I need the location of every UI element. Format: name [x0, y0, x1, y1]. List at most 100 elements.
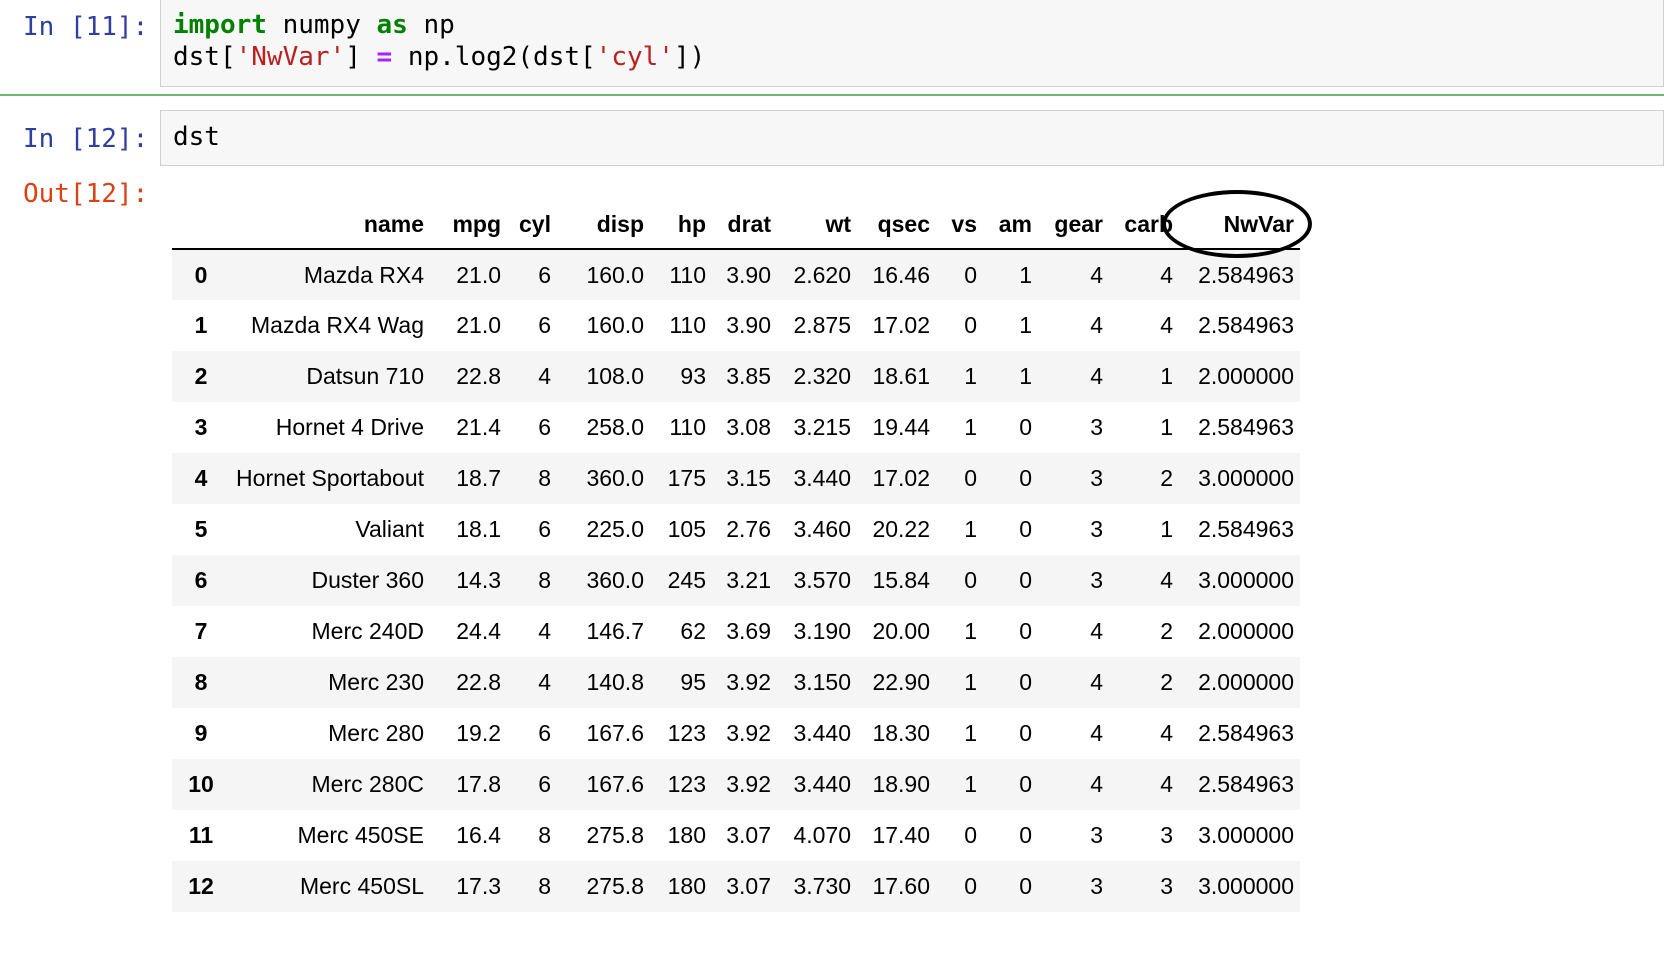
cell-drat: 3.69 [726, 618, 771, 644]
column-header-qsec: qsec [857, 201, 936, 250]
cell-gear: 4 [1090, 720, 1103, 746]
cell-hp: 105 [667, 516, 706, 542]
cell-mpg: 24.4 [456, 618, 501, 644]
cell-nwvar: 3.000000 [1198, 873, 1294, 899]
cell-mpg: 17.8 [456, 771, 501, 797]
cell-carb: 1 [1160, 516, 1173, 542]
cell-nwvar: 3.000000 [1198, 567, 1294, 593]
cell-vs: 1 [964, 618, 977, 644]
table-row: 12 Merc 450SL 17.3 8 275.8 180 3.07 3.730 17.60 0… [172, 861, 1300, 912]
cell-disp: 146.7 [586, 618, 644, 644]
cell-index: 1 [194, 312, 208, 338]
table-row: 6 Duster 360 14.3 8 360.0 245 3.21 3.570 15.84 0 0… [172, 555, 1300, 606]
cell-carb: 4 [1160, 771, 1173, 797]
cell-drat: 3.90 [726, 261, 771, 288]
cell-wt: 2.875 [793, 312, 851, 338]
cell-am: 1 [1019, 312, 1032, 338]
cell-carb: 3 [1160, 873, 1173, 899]
cell-cyl: 6 [538, 771, 551, 797]
cell-mpg: 21.0 [456, 312, 501, 338]
column-header-vs: vs [936, 201, 983, 250]
cell-cyl: 8 [538, 567, 551, 593]
cell-disp: 360.0 [586, 465, 644, 491]
cell-index: 3 [194, 414, 208, 440]
table-row: 10 Merc 280C 17.8 6 167.6 123 3.92 3.440 18.90 1 0… [172, 759, 1300, 810]
cell-mpg: 22.8 [456, 363, 501, 389]
table-row: 4 Hornet Sportabout 18.7 8 360.0 175 3.15 3.440… [172, 453, 1300, 504]
cell-qsec: 22.90 [872, 669, 930, 695]
table-row: 3 Hornet 4 Drive 21.4 6 258.0 110 3.08 3.215 19.… [172, 402, 1300, 453]
cell-hp: 245 [667, 567, 706, 593]
cell-drat: 3.07 [726, 822, 771, 848]
cell-cyl: 4 [538, 618, 551, 644]
cell-hp: 110 [669, 414, 706, 440]
cell-hp: 175 [667, 465, 706, 491]
cell-am: 1 [1019, 261, 1032, 288]
cell-cyl: 6 [538, 312, 551, 338]
code-input-12[interactable] [160, 110, 1664, 166]
column-header-name: name [230, 201, 430, 250]
cell-mpg: 19.2 [456, 720, 501, 746]
cell-hp: 110 [669, 312, 706, 338]
cell-cyl: 8 [538, 465, 551, 491]
cell-mpg: 21.0 [456, 261, 501, 288]
cell-index: 9 [194, 720, 208, 746]
cell-name: Hornet Sportabout [236, 465, 424, 491]
cell-disp: 108.0 [586, 363, 644, 389]
cell-drat: 3.90 [726, 312, 771, 338]
cell-index: 5 [194, 516, 208, 542]
cell-name: Merc 450SE [297, 822, 424, 848]
cell-drat: 3.08 [726, 414, 771, 440]
cell-cyl: 4 [538, 669, 551, 695]
cell-wt: 3.440 [793, 771, 851, 797]
cell-carb: 4 [1160, 567, 1173, 593]
cell-hp: 110 [669, 261, 706, 288]
cell-nwvar: 2.000000 [1198, 618, 1294, 644]
cell-qsec: 18.61 [872, 363, 930, 389]
cell-wt: 3.440 [793, 465, 851, 491]
cell-carb: 2 [1160, 618, 1173, 644]
cell-vs: 1 [964, 363, 977, 389]
column-header-disp: disp [557, 201, 650, 250]
table-row: 5 Valiant 18.1 6 225.0 105 2.76 3.460 20.22 1 0 3 1 2… [172, 504, 1300, 555]
cell-wt: 4.070 [793, 822, 851, 848]
table-header-row: name mpg cyl disp hp drat wt qsec vs am … [172, 201, 1300, 250]
cell-index: 11 [188, 822, 214, 848]
cell-cyl: 6 [538, 516, 551, 542]
cell-gear: 4 [1090, 261, 1103, 288]
cell-nwvar: 2.000000 [1198, 363, 1294, 389]
column-header-drat: drat [712, 201, 777, 250]
cell-gear: 4 [1090, 312, 1103, 338]
cell-hp: 180 [667, 873, 706, 899]
cell-nwvar: 2.584963 [1198, 516, 1294, 542]
cell-nwvar: 2.000000 [1198, 669, 1294, 695]
cell-hp: 180 [667, 822, 706, 848]
cell-nwvar: 3.000000 [1198, 822, 1294, 848]
cell-cyl: 6 [538, 261, 551, 288]
cell-am: 0 [1019, 720, 1032, 746]
cell-nwvar: 2.584963 [1198, 312, 1294, 338]
cell-name: Merc 240D [311, 618, 424, 644]
table-row: 9 Merc 280 19.2 6 167.6 123 3.92 3.440 18.30 1 0 4 4… [172, 708, 1300, 759]
cell-mpg: 22.8 [456, 669, 501, 695]
code-cell-11[interactable]: In [11]: import numpy as np dst['NwVar']… [0, 0, 1664, 96]
cell-disp: 275.8 [586, 873, 644, 899]
cell-gear: 3 [1090, 516, 1103, 542]
cell-drat: 3.92 [726, 720, 771, 746]
cell-wt: 2.320 [793, 363, 851, 389]
cell-qsec: 17.40 [872, 822, 930, 848]
code-input-11[interactable] [160, 0, 1664, 87]
cell-hp: 123 [667, 720, 706, 746]
cell-wt: 3.440 [793, 720, 851, 746]
cell-vs: 1 [964, 669, 977, 695]
cell-vs: 0 [964, 261, 977, 288]
table-row: 7 Merc 240D 24.4 4 146.7 62 3.69 3.190 20.00 1 0 4 2… [172, 606, 1300, 657]
code-line-2: dst['NwVar'] = np.log2(dst['cyl']) [173, 42, 706, 72]
cell-index: 7 [194, 618, 208, 644]
cell-name: Merc 230 [328, 669, 424, 695]
cell-name: Valiant [355, 516, 424, 542]
cell-cyl: 6 [538, 414, 551, 440]
cell-qsec: 20.00 [872, 618, 930, 644]
cell-disp: 167.6 [586, 771, 644, 797]
cell-am: 1 [1019, 363, 1032, 389]
